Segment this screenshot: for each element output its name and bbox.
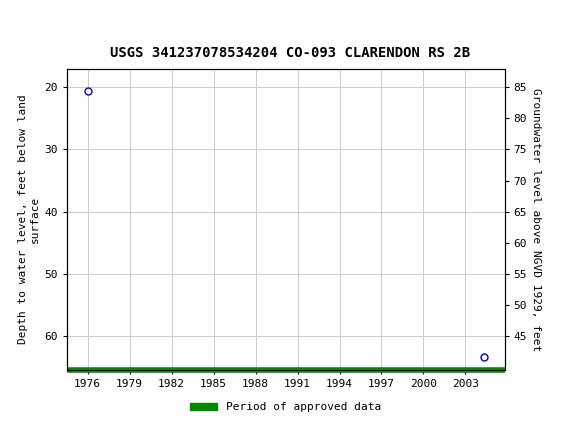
- Text: USGS 341237078534204 CO-093 CLARENDON RS 2B: USGS 341237078534204 CO-093 CLARENDON RS…: [110, 46, 470, 60]
- Text: ≋: ≋: [9, 10, 27, 30]
- Legend: Period of approved data: Period of approved data: [185, 398, 386, 417]
- Y-axis label: Groundwater level above NGVD 1929, feet: Groundwater level above NGVD 1929, feet: [531, 88, 541, 351]
- Text: USGS: USGS: [38, 11, 93, 29]
- Y-axis label: Depth to water level, feet below land
surface: Depth to water level, feet below land su…: [19, 95, 40, 344]
